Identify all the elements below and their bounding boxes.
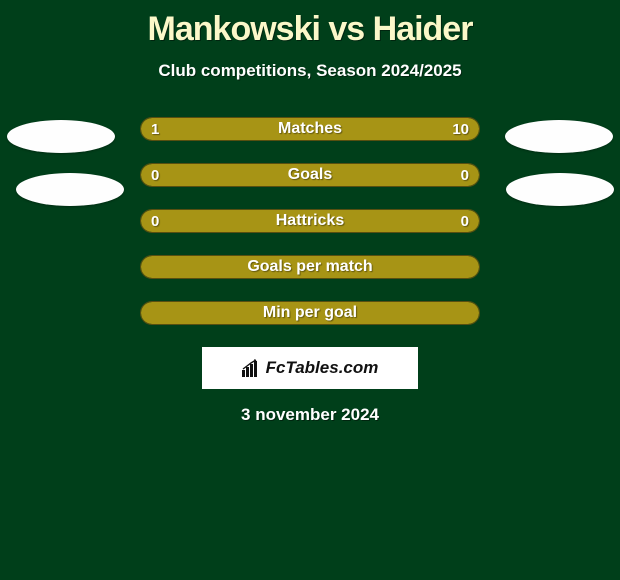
stat-label: Matches [141, 118, 479, 140]
stat-row-matches: 1 Matches 10 [140, 117, 480, 141]
player-right-avatar-1 [505, 120, 613, 153]
player-left-avatar-1 [7, 120, 115, 153]
stat-label: Hattricks [141, 210, 479, 232]
stat-row-min-per-goal: Min per goal [140, 301, 480, 325]
comparison-title: Mankowski vs Haider [0, 0, 620, 49]
stat-row-goals: 0 Goals 0 [140, 163, 480, 187]
bar-chart-icon [242, 359, 264, 377]
stat-row-goals-per-match: Goals per match [140, 255, 480, 279]
competition-subtitle: Club competitions, Season 2024/2025 [0, 61, 620, 81]
player-right-avatar-2 [506, 173, 614, 206]
stat-label: Goals [141, 164, 479, 186]
player-left-avatar-2 [16, 173, 124, 206]
stat-row-hattricks: 0 Hattricks 0 [140, 209, 480, 233]
stat-value-right: 10 [452, 118, 469, 140]
stat-value-right: 0 [461, 164, 469, 186]
stat-value-right: 0 [461, 210, 469, 232]
source-logo: FcTables.com [242, 358, 379, 378]
snapshot-date: 3 november 2024 [0, 405, 620, 425]
source-logo-box: FcTables.com [202, 347, 418, 389]
stat-label: Min per goal [141, 302, 479, 324]
stat-label: Goals per match [141, 256, 479, 278]
source-logo-text: FcTables.com [266, 358, 379, 378]
